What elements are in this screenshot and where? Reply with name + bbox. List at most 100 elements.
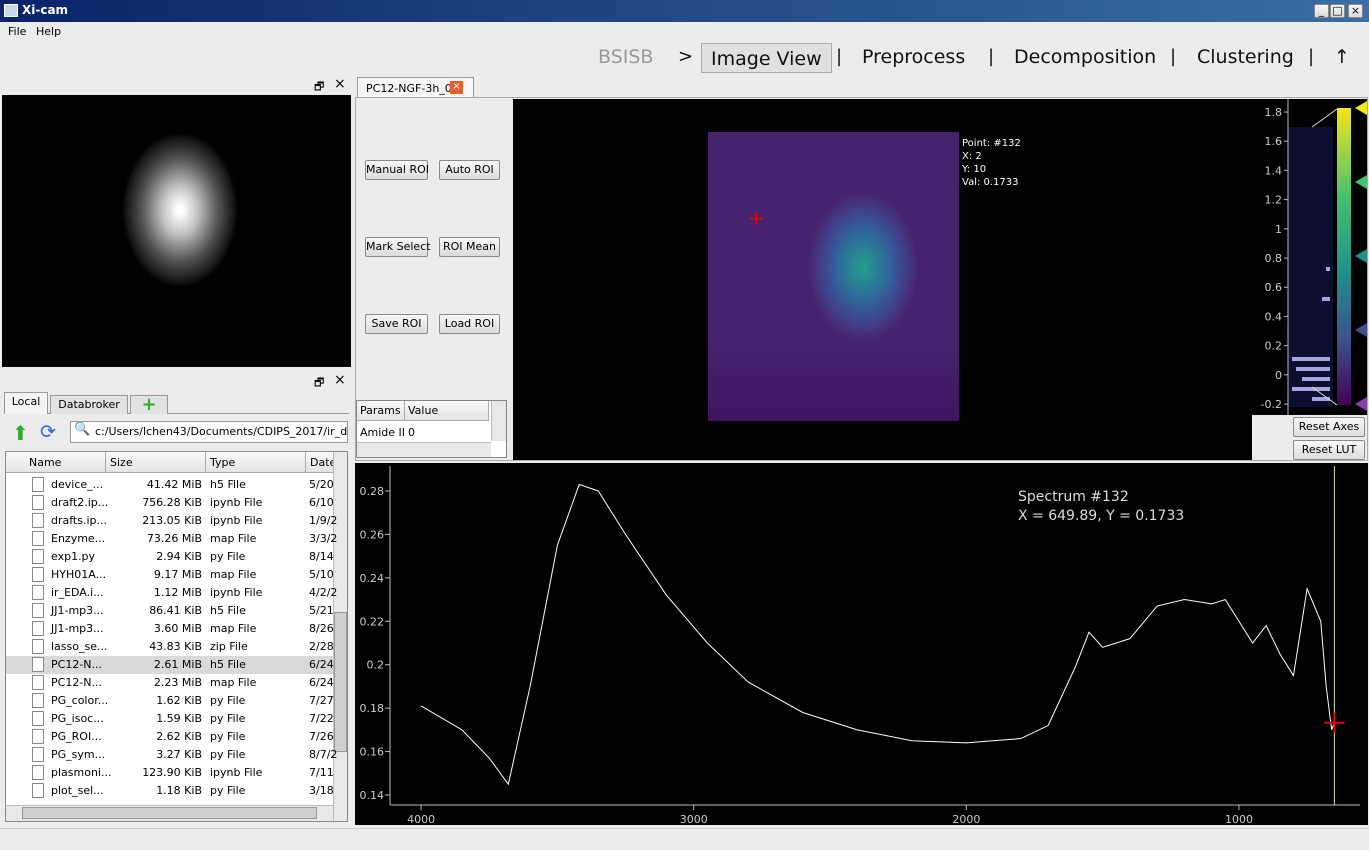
- file-cell: PC12-N...: [51, 658, 102, 671]
- file-cell: 3.27 KiB: [156, 748, 202, 761]
- tab-label: PC12-NGF-3h_0: [366, 82, 452, 95]
- roi-button[interactable]: Auto ROI: [439, 160, 500, 180]
- roi-button[interactable]: Mark Select: [365, 237, 431, 257]
- file-cell: PG_isoc...: [51, 712, 104, 725]
- scroll-thumb[interactable]: [334, 612, 347, 752]
- file-row[interactable]: PG_ROI... 2.62 KiB py File 7/26: [6, 728, 334, 746]
- file-cell: PC12-N...: [51, 676, 102, 689]
- file-row[interactable]: device_... 41.42 MiB h5 File 5/20: [6, 476, 334, 494]
- file-icon: [32, 477, 44, 492]
- column-header[interactable]: Name: [6, 452, 106, 473]
- file-row[interactable]: exp1.py 2.94 KiB py File 8/14: [6, 548, 334, 566]
- nav-item[interactable]: ↑: [1334, 46, 1350, 68]
- file-row[interactable]: JJ1-mp3... 3.60 MiB map File 8/26: [6, 620, 334, 638]
- dock-close[interactable]: ×: [334, 372, 346, 388]
- file-row[interactable]: drafts.ip... 213.05 KiB ipynb File 1/9/2: [6, 512, 337, 530]
- browser-tab[interactable]: Databroker: [50, 395, 128, 414]
- file-cell: PG_sym...: [51, 748, 106, 761]
- annotation: X = 649.89, Y = 0.1733: [1018, 508, 1184, 524]
- file-cell: JJ1-mp3...: [51, 622, 104, 635]
- params-header[interactable]: Value: [405, 401, 489, 421]
- file-cell: exp1.py: [51, 550, 96, 563]
- file-icon: [32, 657, 44, 672]
- nav-item[interactable]: Clustering: [1197, 46, 1294, 68]
- dock-close[interactable]: ×: [334, 76, 346, 92]
- y-tick-label: -0.2: [1261, 398, 1282, 411]
- params-header[interactable]: Params: [357, 401, 405, 421]
- point-info-line: Point: #132: [962, 138, 1021, 149]
- params-cell[interactable]: 0: [408, 426, 415, 439]
- y-tick-label: 1: [1275, 223, 1282, 236]
- spectrum-line: [420, 483, 1335, 786]
- path-field[interactable]: c:/Users/lchen43/Documents/CDIPS_2017/ir…: [70, 421, 348, 443]
- file-row[interactable]: PG_isoc... 1.59 KiB py File 7/22: [6, 710, 334, 728]
- file-row[interactable]: plot_sel... 1.18 KiB py File 3/18: [6, 782, 334, 800]
- file-cell: py File: [210, 784, 246, 797]
- up-button[interactable]: ⬆: [12, 421, 29, 445]
- column-header[interactable]: Date: [306, 452, 336, 473]
- params-table: Params Value Amide II 0: [356, 400, 507, 458]
- file-row[interactable]: PG_color... 1.62 KiB py File 7/27: [6, 692, 334, 710]
- y-tick-label: 0.26: [360, 528, 385, 541]
- file-row[interactable]: PC12-N... 2.61 MiB h5 File 6/24: [6, 656, 334, 674]
- file-row[interactable]: ir_EDA.i... 1.12 MiB ipynb File 4/2/2: [6, 584, 337, 602]
- file-row[interactable]: PG_sym... 3.27 KiB py File 8/7/2: [6, 746, 337, 764]
- roi-button[interactable]: Save ROI: [365, 314, 428, 334]
- file-icon: [32, 711, 44, 726]
- file-cell: py File: [210, 694, 246, 707]
- menu-item[interactable]: File: [8, 25, 27, 38]
- file-cell: py File: [210, 748, 246, 761]
- browser-tab[interactable]: Local: [4, 392, 48, 414]
- menu-item[interactable]: Help: [36, 25, 62, 38]
- add-tab[interactable]: +: [130, 395, 168, 414]
- y-tick-label: 0: [1275, 369, 1282, 382]
- column-header[interactable]: Type: [206, 452, 306, 473]
- file-cell: 9.17 MiB: [153, 568, 202, 581]
- file-row[interactable]: JJ1-mp3... 86.41 KiB h5 File 5/21: [6, 602, 334, 620]
- file-row[interactable]: draft2.ip... 756.28 KiB ipynb File 6/10: [6, 494, 334, 512]
- file-cell: 4/2/2: [309, 586, 338, 599]
- file-icon: [32, 675, 44, 690]
- file-row[interactable]: Enzyme... 73.26 MiB map File 3/3/2: [6, 530, 337, 548]
- file-icon: [32, 513, 44, 528]
- file-cell: 2.94 KiB: [156, 550, 202, 563]
- dock-float[interactable]: 🗗: [314, 80, 325, 93]
- file-cell: draft2.ip...: [51, 496, 109, 509]
- roi-button[interactable]: Load ROI: [439, 314, 500, 334]
- y-tick-label: 0.6: [1265, 281, 1283, 294]
- maximize[interactable]: □: [1330, 4, 1345, 18]
- roi-button[interactable]: ROI Mean: [439, 237, 500, 257]
- file-icon: [32, 693, 44, 708]
- nav-item[interactable]: BSISB: [598, 46, 654, 68]
- histogram-button[interactable]: Reset Axes: [1293, 417, 1365, 437]
- minimize[interactable]: _: [1314, 4, 1329, 18]
- file-icon: [32, 549, 44, 564]
- nav-item[interactable]: Image View: [701, 43, 832, 73]
- file-row[interactable]: lasso_se... 43.83 KiB zip File 2/28: [6, 638, 334, 656]
- file-cell: plasmoni...: [51, 766, 112, 779]
- file-icon: [32, 639, 44, 654]
- close[interactable]: ×: [1348, 4, 1363, 18]
- refresh-button[interactable]: ⟳: [40, 421, 56, 443]
- file-cell: 8/14: [309, 550, 334, 563]
- image-tab[interactable]: PC12-NGF-3h_0 ×: [357, 77, 474, 98]
- file-cell: ipynb File: [210, 496, 263, 509]
- file-cell: 8/7/2: [309, 748, 338, 761]
- file-row[interactable]: plasmoni... 123.90 KiB ipynb File 7/11: [6, 764, 334, 782]
- tab-close[interactable]: ×: [450, 81, 463, 94]
- dock-float[interactable]: 🗗: [314, 376, 325, 389]
- h-scroll-thumb[interactable]: [22, 807, 317, 819]
- file-cell: map File: [210, 532, 257, 545]
- file-cell: 6/24: [309, 676, 334, 689]
- nav-item[interactable]: Preprocess: [862, 46, 966, 68]
- roi-button[interactable]: Manual ROI: [365, 160, 429, 180]
- preview-blob: [80, 115, 276, 325]
- y-tick-label: 0.28: [360, 485, 385, 498]
- file-row[interactable]: PC12-N... 2.23 MiB map File 6/24: [6, 674, 334, 692]
- window-title: Xi-cam: [22, 3, 69, 17]
- column-header[interactable]: Size: [106, 452, 206, 473]
- nav-item[interactable]: Decomposition: [1014, 46, 1157, 68]
- file-row[interactable]: HYH01A... 9.17 MiB map File 5/10: [6, 566, 334, 584]
- histogram-button[interactable]: Reset LUT: [1293, 440, 1365, 460]
- nav-separator: >: [678, 46, 694, 67]
